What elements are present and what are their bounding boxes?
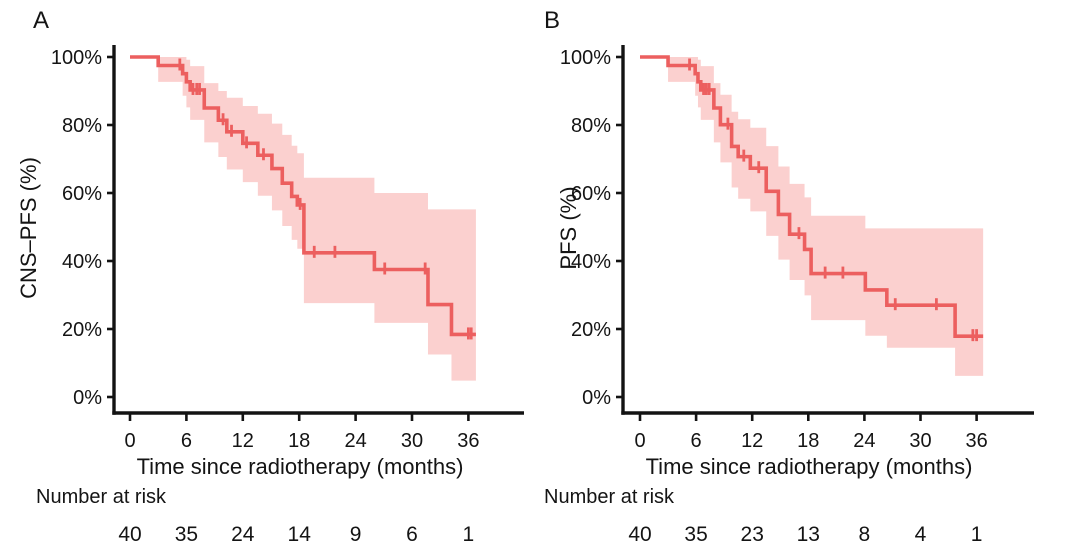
y-tick-label: 0% — [582, 387, 611, 409]
y-tick-label: 0% — [73, 387, 102, 409]
panel-b-letter: B — [544, 7, 561, 34]
y-tick-label: 60% — [571, 183, 611, 205]
x-tick-label: 0 — [124, 430, 135, 452]
km-panel-a: 0% 20% 40% 60% 80% 100% 0 6 12 18 24 30 36 40 35 24 14 9 6… — [16, 7, 524, 546]
risk-count: 1 — [971, 523, 983, 546]
number-at-risk-label-a: Number at risk — [36, 486, 167, 508]
risk-count: 4 — [915, 523, 927, 546]
number-at-risk-label-b: Number at risk — [544, 486, 675, 508]
y-tick-label: 60% — [62, 183, 102, 205]
x-tick-label: 6 — [181, 430, 192, 452]
x-tick-label: 24 — [344, 430, 366, 452]
panel-a-letter: A — [33, 7, 50, 34]
y-tick-label: 100% — [560, 47, 611, 69]
y-tick-label: 20% — [62, 319, 102, 341]
km-chart-b: 0% 20% 40% 60% 80% 100% 0 6 12 18 24 30 36 40 35 23 13 8 4… — [560, 45, 1034, 546]
y-tick-label: 40% — [571, 251, 611, 273]
y-axis-title-pfs: PFS (%) — [556, 186, 581, 270]
risk-count: 14 — [288, 523, 312, 546]
survival-curve — [640, 55, 984, 338]
x-tick-label: 24 — [853, 430, 875, 452]
x-axis-title-b: Time since radiotherapy (months) — [645, 454, 973, 479]
risk-count: 35 — [175, 523, 198, 546]
confidence-band — [668, 57, 984, 376]
y-tick-label: 80% — [62, 115, 102, 137]
x-tick-label: 30 — [401, 430, 423, 452]
x-tick-label: 18 — [288, 430, 310, 452]
risk-count: 24 — [231, 523, 255, 546]
x-tick-label: 0 — [634, 430, 645, 452]
confidence-band — [158, 57, 476, 381]
risk-count: 13 — [797, 523, 820, 546]
y-tick-label: 20% — [571, 319, 611, 341]
risk-count: 1 — [463, 523, 475, 546]
risk-count: 40 — [118, 523, 141, 546]
y-tick-label: 100% — [51, 47, 102, 69]
x-tick-label: 30 — [909, 430, 931, 452]
x-axis-title-a: Time since radiotherapy (months) — [136, 454, 464, 479]
x-tick-label: 18 — [797, 430, 819, 452]
risk-count: 35 — [684, 523, 707, 546]
y-tick-label: 80% — [571, 115, 611, 137]
risk-count: 23 — [741, 523, 764, 546]
risk-count: 8 — [859, 523, 871, 546]
x-tick-label: 36 — [965, 430, 987, 452]
y-tick-label: 40% — [62, 251, 102, 273]
risk-count: 40 — [628, 523, 651, 546]
survival-curve — [130, 55, 476, 337]
km-chart-a: 0% 20% 40% 60% 80% 100% 0 6 12 18 24 30 36 40 35 24 14 9 6… — [51, 45, 524, 546]
x-tick-label: 6 — [691, 430, 702, 452]
x-tick-label: 12 — [232, 430, 254, 452]
km-panel-b: 0% 20% 40% 60% 80% 100% 0 6 12 18 24 30 36 40 35 23 13 8 4… — [540, 0, 1080, 551]
risk-count: 9 — [350, 523, 362, 546]
x-tick-label: 12 — [741, 430, 763, 452]
y-axis-title-cns-pfs: CNS–PFS (%) — [16, 157, 41, 299]
x-tick-label: 36 — [457, 430, 479, 452]
risk-count: 6 — [406, 523, 418, 546]
